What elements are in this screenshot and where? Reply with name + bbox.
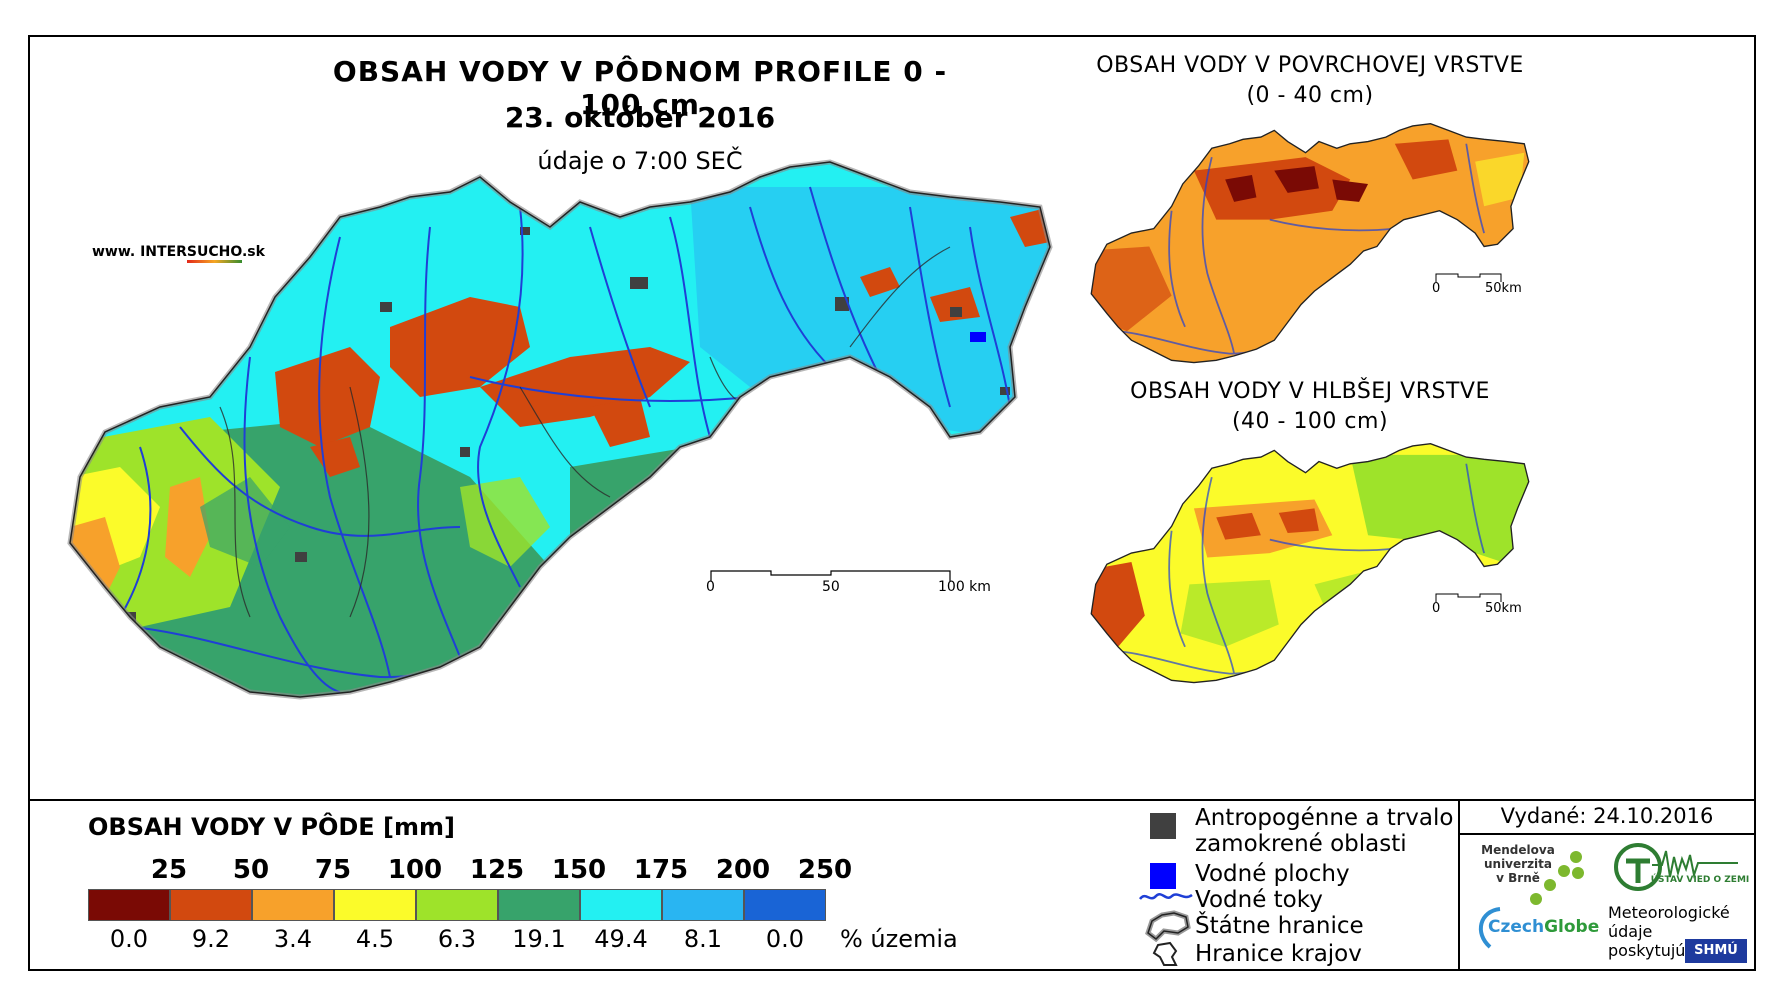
class-percent: 19.1 — [512, 925, 566, 953]
class-limit-250: 250 — [797, 855, 853, 885]
percent-unit-label: % územia — [840, 925, 958, 953]
inset-surface-scale-bar — [1435, 273, 1502, 282]
inset-surface-scale-0: 0 — [1432, 281, 1441, 296]
legend-swatch — [170, 889, 252, 921]
class-percent: 6.3 — [437, 925, 477, 953]
class-limit-50: 50 — [232, 855, 270, 885]
legend-swatch — [416, 889, 498, 921]
legend-swatch — [498, 889, 580, 921]
inset-deep-scale-bar — [1435, 593, 1502, 602]
river-symbol — [1139, 893, 1193, 900]
issued-date: Vydané: 24.10.2016 — [1460, 799, 1754, 835]
ustav-vied-o-zemi-logo — [1614, 843, 1738, 891]
inset-surface-title: OBSAH VODY V POVRCHOVEJ VRSTVE (0 - 40 c… — [1096, 53, 1524, 108]
class-percent: 3.4 — [273, 925, 313, 953]
class-limit-100: 100 — [387, 855, 443, 885]
class-limit-150: 150 — [551, 855, 607, 885]
urban-area-symbol — [1150, 813, 1176, 839]
legend-swatch — [88, 889, 170, 921]
region-border-label: Hranice krajov — [1195, 941, 1362, 967]
intersucho-logo: www. INTERSUCHO.sk — [92, 244, 265, 263]
main-scale-label-0: 0 — [706, 579, 715, 595]
legend-swatch — [252, 889, 334, 921]
class-percent: 9.2 — [191, 925, 231, 953]
shmu-logo: SHMÚ — [1685, 939, 1747, 963]
meteo-provider-note: Meteorologické údaje poskytujú: — [1608, 903, 1730, 960]
water-body-label: Vodné plochy — [1195, 861, 1350, 887]
inset-deep-title: OBSAH VODY V HLBŠEJ VRSTVE (40 - 100 cm) — [1130, 379, 1490, 434]
czechglobe-swoosh-icon — [1479, 907, 1501, 949]
legend-swatch — [580, 889, 662, 921]
czechglobe-logo: CzechGlobe — [1488, 917, 1600, 937]
class-limit-200: 200 — [715, 855, 771, 885]
map-date: 23. október 2016 — [504, 101, 776, 134]
inset-deep-map — [1090, 443, 1530, 684]
inset-deep-scale-0: 0 — [1432, 601, 1441, 616]
class-percent: 8.1 — [683, 925, 723, 953]
inset-deep-scale-50: 50km — [1485, 601, 1522, 616]
main-scale-label-50: 50 — [822, 579, 840, 595]
class-percent: 0.0 — [765, 925, 805, 953]
inset-surface-map — [1090, 123, 1530, 364]
class-limit-25: 25 — [150, 855, 188, 885]
river-label: Vodné toky — [1195, 887, 1323, 913]
mendel-dots-icon — [1530, 851, 1584, 905]
inset-surface-scale-50: 50km — [1485, 281, 1522, 296]
map-panel: OBSAH VODY V PÔDNOM PROFILE 0 - 100 cm 2… — [30, 37, 1754, 801]
main-soil-water-map — [50, 147, 1070, 707]
legend-swatch — [334, 889, 416, 921]
map-sheet: OBSAH VODY V PÔDNOM PROFILE 0 - 100 cm 2… — [28, 35, 1756, 971]
water-body-symbol — [1150, 863, 1176, 889]
ustav-label: ÚSTAV VIED O ZEMI — [1650, 875, 1750, 885]
class-percent: 49.4 — [594, 925, 648, 953]
main-scale-label-100: 100 km — [938, 579, 991, 595]
class-percent: 0.0 — [109, 925, 149, 953]
legend-title: OBSAH VODY V PÔDE [mm] — [88, 813, 456, 841]
legend-swatch — [744, 889, 826, 921]
map-time-note: údaje o 7:00 SEČ — [537, 147, 743, 175]
legend-divider — [1458, 799, 1460, 969]
mendel-university-logo: Mendelova univerzita v Brně — [1481, 843, 1555, 885]
class-limit-75: 75 — [314, 855, 352, 885]
main-scale-bar — [710, 570, 951, 581]
state-border-symbol — [1145, 910, 1191, 943]
legend-panel: OBSAH VODY V PÔDE [mm] 25 50 75 100 125 … — [30, 799, 1754, 969]
urban-area-label: Antropogénne a trvalo zamokrené oblasti — [1195, 805, 1454, 857]
legend-swatch — [662, 889, 744, 921]
class-limit-125: 125 — [469, 855, 525, 885]
region-border-symbol — [1152, 941, 1178, 966]
class-limit-175: 175 — [633, 855, 689, 885]
class-percent: 4.5 — [355, 925, 395, 953]
map-title: OBSAH VODY V PÔDNOM PROFILE 0 - 100 cm — [332, 55, 948, 121]
state-border-label: Štátne hranice — [1195, 913, 1364, 939]
